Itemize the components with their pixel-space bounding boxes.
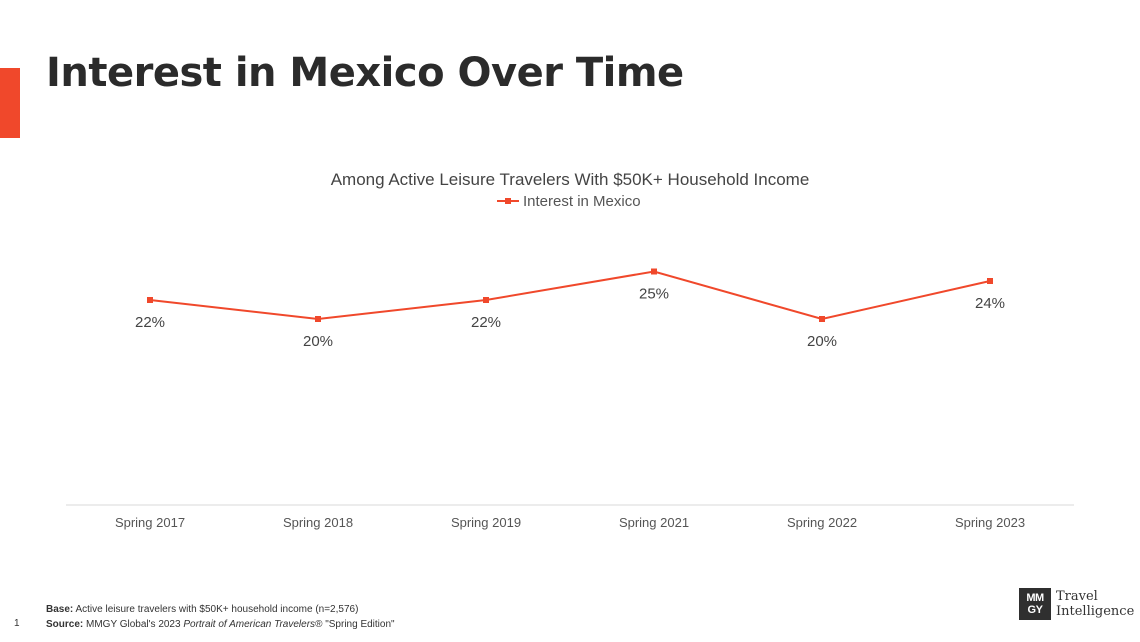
accent-bar	[0, 68, 20, 138]
data-label: 24%	[975, 295, 1005, 312]
x-tick-label: Spring 2022	[787, 515, 857, 530]
source-note: Source: MMGY Global's 2023 Portrait of A…	[46, 619, 395, 630]
footnote: Base: Active leisure travelers with $50K…	[46, 602, 395, 632]
x-tick-label: Spring 2018	[283, 515, 353, 530]
x-tick-label: Spring 2021	[619, 515, 689, 530]
chart-title: Among Active Leisure Travelers With $50K…	[330, 170, 810, 189]
data-point	[651, 268, 657, 275]
data-label: 20%	[303, 333, 333, 350]
x-tick-label: Spring 2017	[115, 515, 185, 530]
data-label: 20%	[807, 333, 837, 350]
data-point	[987, 278, 993, 284]
slide-title: Interest in Mexico Over Time	[46, 50, 684, 96]
data-point	[819, 316, 825, 322]
data-label: 22%	[135, 314, 165, 331]
data-point	[483, 297, 489, 303]
data-label: 25%	[639, 286, 669, 303]
legend-label: Interest in Mexico	[523, 192, 641, 210]
mmgy-logo: MM GY Travel Intelligence	[1019, 588, 1134, 620]
chart-legend: Interest in Mexico	[497, 192, 641, 210]
line-chart: Spring 2017 Spring 2018 Spring 2019 Spring …	[66, 268, 1074, 530]
page-number: 1	[14, 618, 20, 629]
series-line	[149, 270, 991, 321]
x-tick-label: Spring 2023	[955, 515, 1025, 530]
data-label: 22%	[471, 314, 501, 331]
base-note: Base: Active leisure travelers with $50K…	[46, 604, 359, 615]
data-point	[147, 297, 153, 303]
logo-text: Travel Intelligence	[1056, 589, 1135, 619]
mmgy-logo-mark: MM GY	[1019, 588, 1051, 620]
x-tick-label: Spring 2019	[451, 515, 521, 530]
data-point	[315, 316, 321, 322]
legend-line-marker-icon	[497, 198, 519, 204]
